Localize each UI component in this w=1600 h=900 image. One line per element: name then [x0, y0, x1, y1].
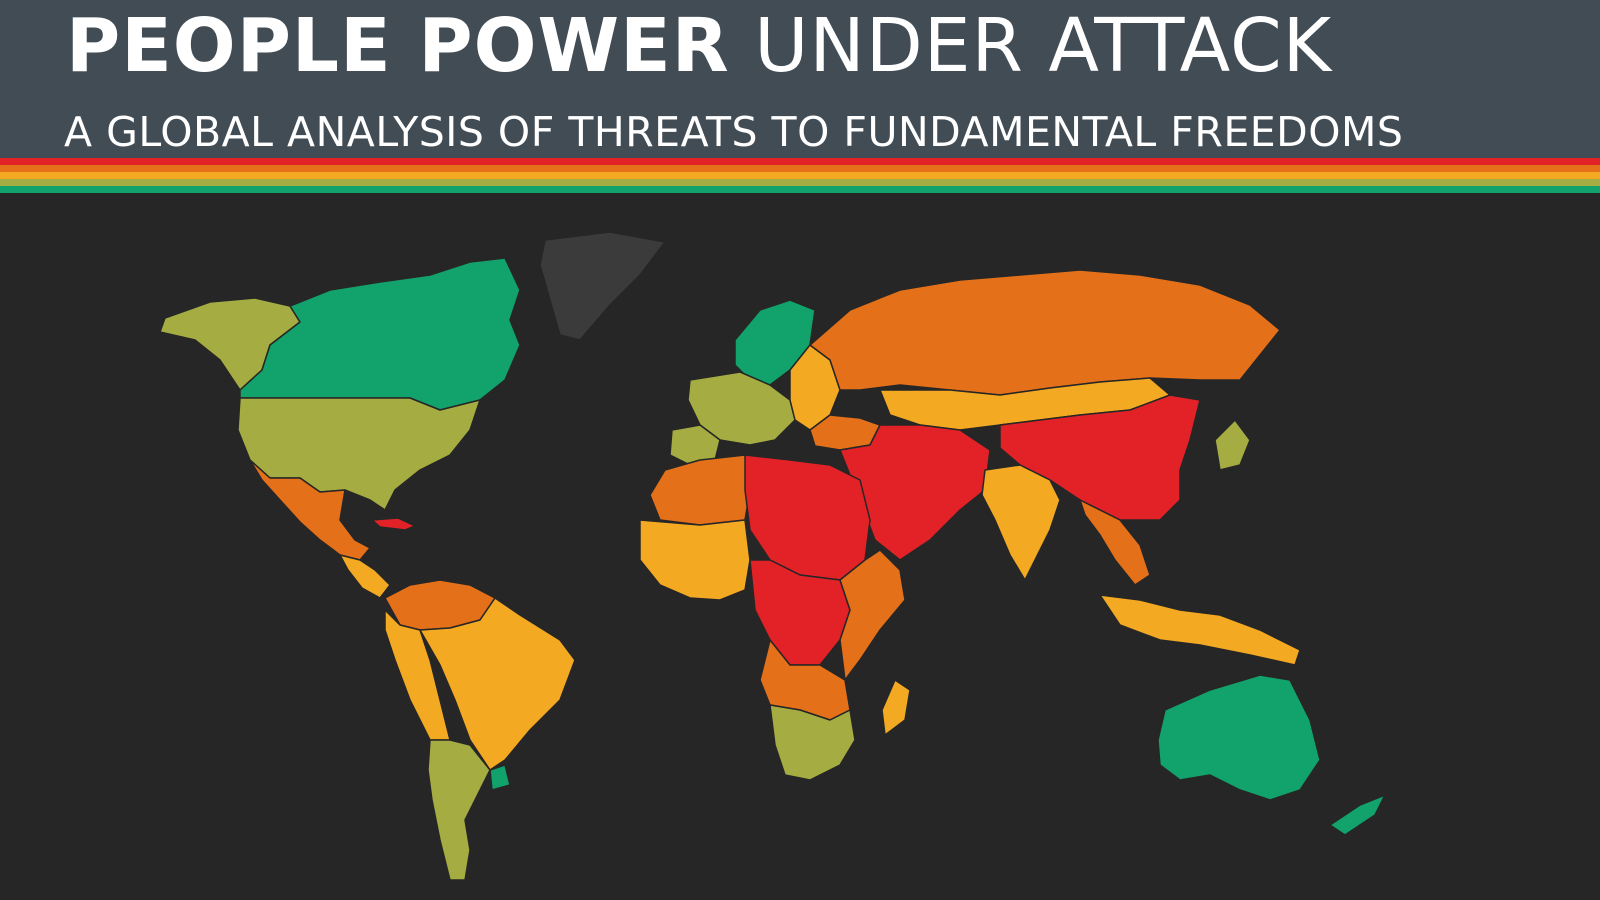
region-southern-africa[interactable]	[769, 704, 856, 781]
region-australia[interactable]	[1157, 674, 1321, 801]
region-southeast-asia[interactable]	[1079, 499, 1151, 586]
region-russia[interactable]	[809, 269, 1281, 396]
region-cuba[interactable]	[371, 517, 416, 531]
stripe-green	[0, 186, 1600, 193]
region-indonesia[interactable]	[1099, 594, 1301, 666]
region-east-africa[interactable]	[839, 549, 906, 681]
region-greenland[interactable]	[539, 231, 666, 341]
region-uruguay[interactable]	[489, 764, 511, 791]
region-mexico[interactable]	[249, 459, 371, 561]
region-india[interactable]	[981, 464, 1061, 581]
stripe-red	[0, 158, 1600, 165]
title-light: UNDER ATTACK	[754, 3, 1333, 89]
region-new-zealand[interactable]	[1329, 794, 1386, 836]
header: PEOPLE POWER UNDER ATTACK A GLOBAL ANALY…	[0, 0, 1600, 158]
region-north-africa-west[interactable]	[649, 454, 751, 526]
world-map	[159, 231, 1386, 881]
region-madagascar[interactable]	[881, 679, 911, 736]
title-bold: PEOPLE POWER	[66, 3, 730, 89]
region-japan[interactable]	[1214, 419, 1251, 471]
stripe-olive	[0, 179, 1600, 186]
region-west-africa[interactable]	[639, 519, 751, 601]
stripe-amber	[0, 172, 1600, 179]
region-southern-cone[interactable]	[427, 739, 491, 881]
region-western-europe[interactable]	[687, 371, 796, 446]
page-subtitle: A GLOBAL ANALYSIS OF THREATS TO FUNDAMEN…	[64, 108, 1404, 156]
page-title: PEOPLE POWER UNDER ATTACK	[66, 4, 1536, 88]
stripe-orange	[0, 165, 1600, 172]
color-stripes	[0, 158, 1600, 196]
region-central-america[interactable]	[339, 554, 391, 599]
region-canada[interactable]	[239, 257, 521, 411]
region-brazil[interactable]	[419, 597, 576, 771]
